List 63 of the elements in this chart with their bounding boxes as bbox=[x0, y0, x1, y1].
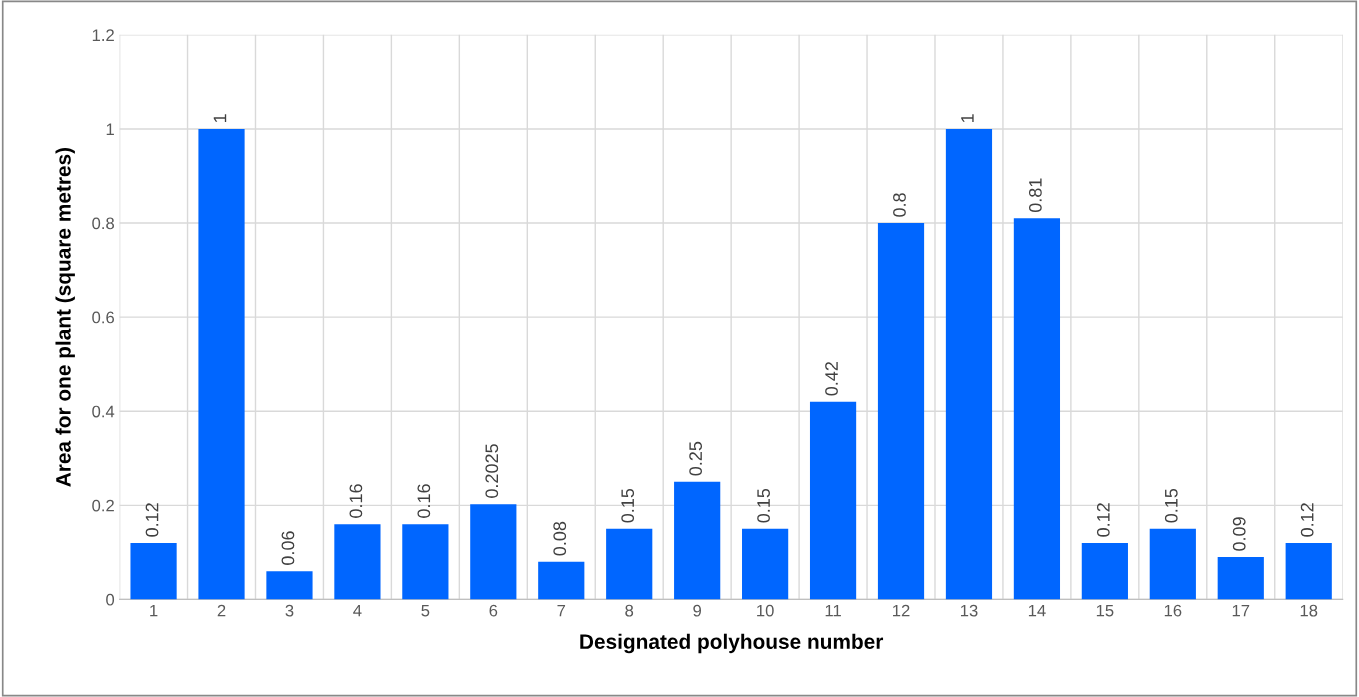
bar bbox=[1013, 218, 1061, 600]
y-tick-label: 1.2 bbox=[92, 29, 114, 41]
bar bbox=[198, 128, 245, 600]
x-tick-label: 2 bbox=[217, 604, 226, 617]
data-label: 0.12 bbox=[1096, 503, 1110, 537]
x-tick-label: 3 bbox=[285, 604, 294, 617]
bar bbox=[1149, 528, 1196, 600]
y-tick-label: 0.6 bbox=[92, 311, 114, 324]
x-tick-label: 18 bbox=[1300, 604, 1318, 617]
bar bbox=[877, 223, 925, 600]
x-tick-label: 4 bbox=[353, 604, 362, 617]
x-tick-label: 16 bbox=[1164, 604, 1182, 617]
x-tick-label: 9 bbox=[693, 604, 702, 617]
x-tick-label: 6 bbox=[489, 604, 498, 617]
data-label: 1 bbox=[213, 114, 227, 123]
x-tick-label: 5 bbox=[421, 604, 430, 617]
bar bbox=[402, 524, 449, 600]
data-label: 0.2025 bbox=[485, 444, 499, 498]
y-tick-label: 0.8 bbox=[92, 217, 115, 230]
data-label: 0.8 bbox=[893, 193, 906, 217]
data-label: 0.09 bbox=[1232, 517, 1246, 551]
x-tick-label: 17 bbox=[1232, 604, 1250, 617]
bar bbox=[674, 481, 721, 600]
x-tick-label: 8 bbox=[625, 604, 634, 617]
bar bbox=[1217, 557, 1264, 600]
data-label: 0.15 bbox=[621, 488, 635, 523]
y-tick-label: 0.2 bbox=[92, 499, 114, 512]
x-tick-label: 15 bbox=[1096, 604, 1114, 617]
data-label: 0.81 bbox=[1028, 178, 1042, 213]
data-label: 0.06 bbox=[281, 531, 295, 565]
bar bbox=[945, 128, 993, 600]
data-label: 0.12 bbox=[1300, 503, 1314, 537]
data-label: 0.15 bbox=[1164, 488, 1178, 523]
x-axis-title: Designated polyhouse number bbox=[580, 633, 884, 654]
x-tick-label: 12 bbox=[893, 604, 910, 617]
x-tick-label: 1 bbox=[150, 604, 158, 617]
y-tick-label: 0 bbox=[106, 593, 115, 606]
y-tick-label: 1 bbox=[106, 123, 114, 135]
x-tick-label: 10 bbox=[757, 604, 774, 617]
x-tick-label: 13 bbox=[960, 604, 978, 617]
x-tick-label: 14 bbox=[1028, 604, 1046, 617]
data-label: 0.16 bbox=[349, 484, 363, 518]
bar bbox=[538, 561, 585, 600]
bar bbox=[742, 528, 789, 600]
data-label: 0.25 bbox=[689, 441, 703, 476]
bar bbox=[606, 528, 653, 600]
data-label: 1 bbox=[961, 114, 974, 123]
bar bbox=[334, 524, 381, 600]
data-label: 0.12 bbox=[145, 503, 159, 537]
bar bbox=[1081, 542, 1128, 600]
bar bbox=[266, 571, 313, 600]
bar bbox=[470, 504, 517, 600]
data-label: 0.15 bbox=[757, 488, 770, 523]
data-label: 0.16 bbox=[417, 484, 431, 518]
x-tick-label: 11 bbox=[825, 604, 841, 617]
x-tick-label: 7 bbox=[557, 604, 566, 617]
data-label: 0.42 bbox=[825, 362, 838, 396]
bar bbox=[809, 401, 857, 600]
bar bbox=[130, 542, 177, 600]
data-label: 0.08 bbox=[553, 521, 567, 556]
y-axis-title: Area for one plant (square metres) bbox=[55, 147, 75, 487]
y-tick-label: 0.4 bbox=[92, 405, 115, 418]
bar bbox=[1285, 542, 1332, 600]
